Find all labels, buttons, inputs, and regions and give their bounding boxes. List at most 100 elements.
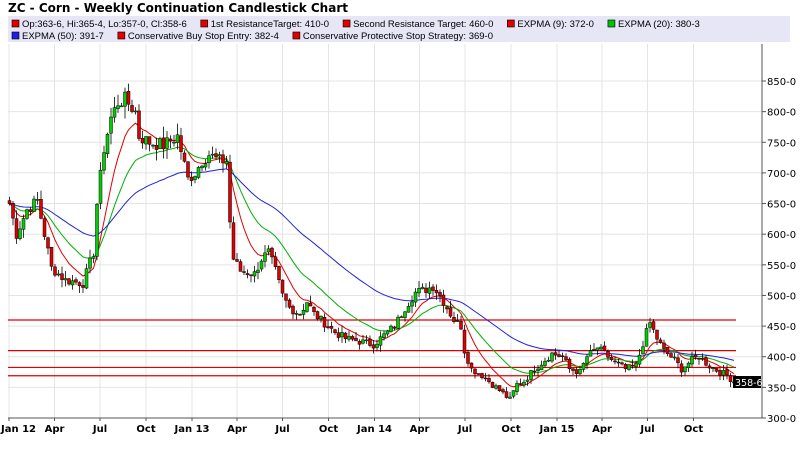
candle xyxy=(532,370,537,373)
candle xyxy=(137,110,141,139)
y-tick-label: 800-0 xyxy=(767,108,796,119)
candle xyxy=(273,256,278,267)
candle xyxy=(368,338,372,346)
candle xyxy=(494,385,498,389)
candles xyxy=(7,83,736,399)
x-tick-label: Apr xyxy=(227,424,247,435)
candle xyxy=(371,344,376,349)
candle xyxy=(158,138,162,149)
candle xyxy=(546,359,551,362)
candle xyxy=(319,315,323,320)
candle xyxy=(686,362,691,368)
candle xyxy=(340,332,344,338)
candle xyxy=(361,339,365,344)
candle xyxy=(200,165,204,169)
candle xyxy=(175,134,180,143)
candle xyxy=(508,396,512,399)
candle xyxy=(266,248,271,253)
candle xyxy=(130,105,134,112)
candle xyxy=(95,203,99,257)
candle xyxy=(119,105,124,108)
y-tick-label: 550-0 xyxy=(767,261,796,272)
y-tick-label: 750-0 xyxy=(767,138,796,149)
candle xyxy=(196,167,201,178)
grid xyxy=(8,44,762,418)
candle xyxy=(588,350,593,357)
legend-swatch xyxy=(117,31,126,40)
candle xyxy=(557,354,561,357)
candle xyxy=(301,309,306,315)
candle xyxy=(375,343,379,348)
candle xyxy=(630,364,635,367)
candle xyxy=(77,282,82,286)
x-tick-label: Jul xyxy=(274,424,289,435)
candle xyxy=(581,362,586,370)
candle xyxy=(690,355,694,365)
legend-swatch xyxy=(11,19,20,28)
legend-entry: Conservative Protective Stop Strategy: 3… xyxy=(303,31,493,42)
x-tick-label: Apr xyxy=(592,424,612,435)
candle xyxy=(585,356,589,364)
candle xyxy=(193,176,197,180)
candle xyxy=(382,333,386,338)
candle xyxy=(606,350,610,358)
candle xyxy=(245,273,250,276)
candle xyxy=(182,152,187,162)
candle xyxy=(357,341,362,345)
y-tick-label: 450-0 xyxy=(767,322,796,333)
candle xyxy=(725,369,729,376)
candle xyxy=(179,135,183,153)
candle xyxy=(697,357,701,360)
candle xyxy=(728,375,733,382)
candle xyxy=(529,370,533,380)
candle xyxy=(651,321,656,330)
candle xyxy=(711,367,715,370)
candle xyxy=(571,368,575,371)
candle xyxy=(637,354,642,365)
candle xyxy=(109,116,113,134)
candle xyxy=(291,305,295,315)
y-tick-label: 650-0 xyxy=(767,200,796,211)
candle xyxy=(308,302,313,307)
candle xyxy=(11,203,15,219)
candle xyxy=(263,252,267,262)
candle xyxy=(221,154,225,164)
candle xyxy=(413,291,418,303)
candle xyxy=(497,385,502,391)
candle xyxy=(354,337,358,342)
candle xyxy=(315,311,320,320)
candle xyxy=(665,347,670,354)
x-tick-label: Jul xyxy=(92,424,107,435)
candle xyxy=(550,352,554,362)
candle xyxy=(98,169,103,204)
candle xyxy=(445,306,449,310)
candle xyxy=(392,326,397,329)
candle xyxy=(46,237,50,249)
candle xyxy=(280,279,285,294)
candle xyxy=(403,311,407,318)
candle xyxy=(207,155,211,164)
candle xyxy=(203,163,208,168)
candle xyxy=(25,209,29,219)
candle xyxy=(343,332,348,339)
candle xyxy=(7,200,12,204)
candle xyxy=(676,357,680,364)
candle xyxy=(431,286,435,291)
legend-swatch xyxy=(607,19,616,28)
candle xyxy=(490,382,495,388)
candle xyxy=(39,199,43,219)
candle xyxy=(326,326,330,328)
candle xyxy=(294,313,299,315)
candle xyxy=(560,355,565,357)
candle xyxy=(693,354,698,358)
candle xyxy=(501,389,505,393)
candle xyxy=(616,361,621,364)
candle xyxy=(609,356,614,361)
candle xyxy=(91,256,96,259)
candle xyxy=(235,259,239,262)
candle xyxy=(287,299,292,308)
x-tick-label: Oct xyxy=(136,424,155,435)
candle xyxy=(448,307,453,317)
candle xyxy=(81,285,85,288)
